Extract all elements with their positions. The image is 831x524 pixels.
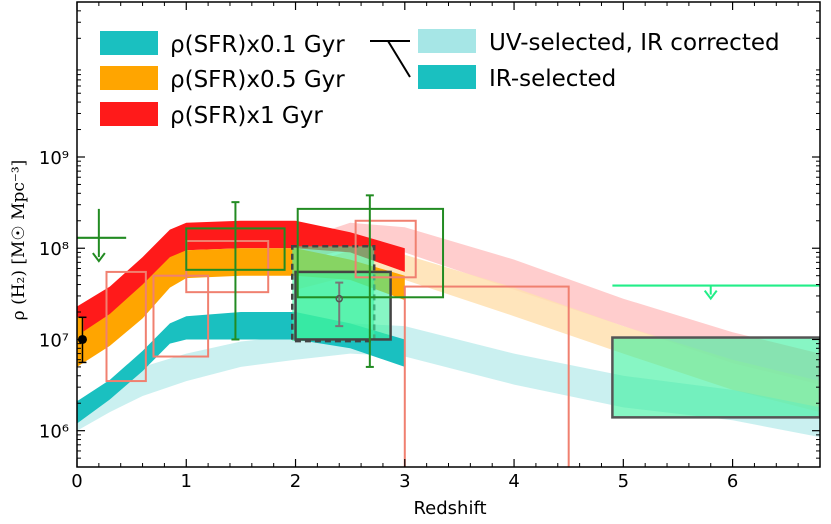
legend-swatch-sfr-1 [100,102,158,126]
legend-swatch-uv-selected [418,29,476,53]
legend-label-sfr-05: ρ(SFR)x0.5 Gyr [170,67,345,93]
open-circle-point [335,294,343,303]
x-tick-label-6: 6 [727,471,738,492]
legend: ρ(SFR)x0.1 Gyr ρ(SFR)x0.5 Gyr ρ(SFR)x1 G… [100,29,780,129]
green-errorbar-a [231,201,240,341]
salmon-box-a [105,270,147,383]
salmon-box-open [403,285,570,467]
green-errorbar-b [365,194,374,368]
y-tick-label-1: 10⁷ [39,330,69,351]
mint-box-solid [294,270,392,341]
y-tick-label-0: 10⁶ [39,422,69,443]
open-circle-point-marker [335,294,343,303]
x-tick-label-4: 4 [508,471,519,492]
green-upper-limit-arrowhead [92,252,106,263]
legend-swatch-ir-selected [418,65,476,89]
gray-errorbar [335,281,344,328]
x-tick-label-2: 2 [290,471,301,492]
legend-bracket-connector [370,40,411,78]
salmon-box-d [354,219,417,279]
legend-label-uv-selected: UV-selected, IR corrected [489,30,780,56]
legend-label-sfr-1: ρ(SFR)x1 Gyr [170,103,323,129]
spring-upper-limit [612,284,820,301]
legend-swatch-sfr-05 [100,66,158,90]
salmon-box-b [152,274,210,358]
green-upper-limit [77,208,127,263]
chart-overlays [77,194,820,467]
x-tick-label-3: 3 [399,471,410,492]
mint-box-highz [611,336,820,419]
x-axis-title: Redshift [413,498,486,519]
legend-label-sfr-01: ρ(SFR)x0.1 Gyr [170,32,345,58]
x-tick-label-0: 0 [71,471,82,492]
y-axis-title: ρ (H₂) [M☉ Mpc⁻³] [9,160,29,321]
legend-swatch-sfr-01 [100,31,158,55]
spring-upper-limit-arrowhead [703,290,718,301]
y-tick-label-3: 10⁹ [39,148,69,169]
band-3 [77,220,405,340]
chart-axes: 0 1 2 3 4 5 6 10⁶ 10⁷ 10⁸ 10⁹ [39,1,821,492]
x-tick-label-1: 1 [181,471,192,492]
legend-label-ir-selected: IR-selected [489,66,616,92]
x-tick-label-5: 5 [618,471,629,492]
y-tick-label-2: 10⁸ [39,239,69,260]
band-4 [77,248,405,367]
